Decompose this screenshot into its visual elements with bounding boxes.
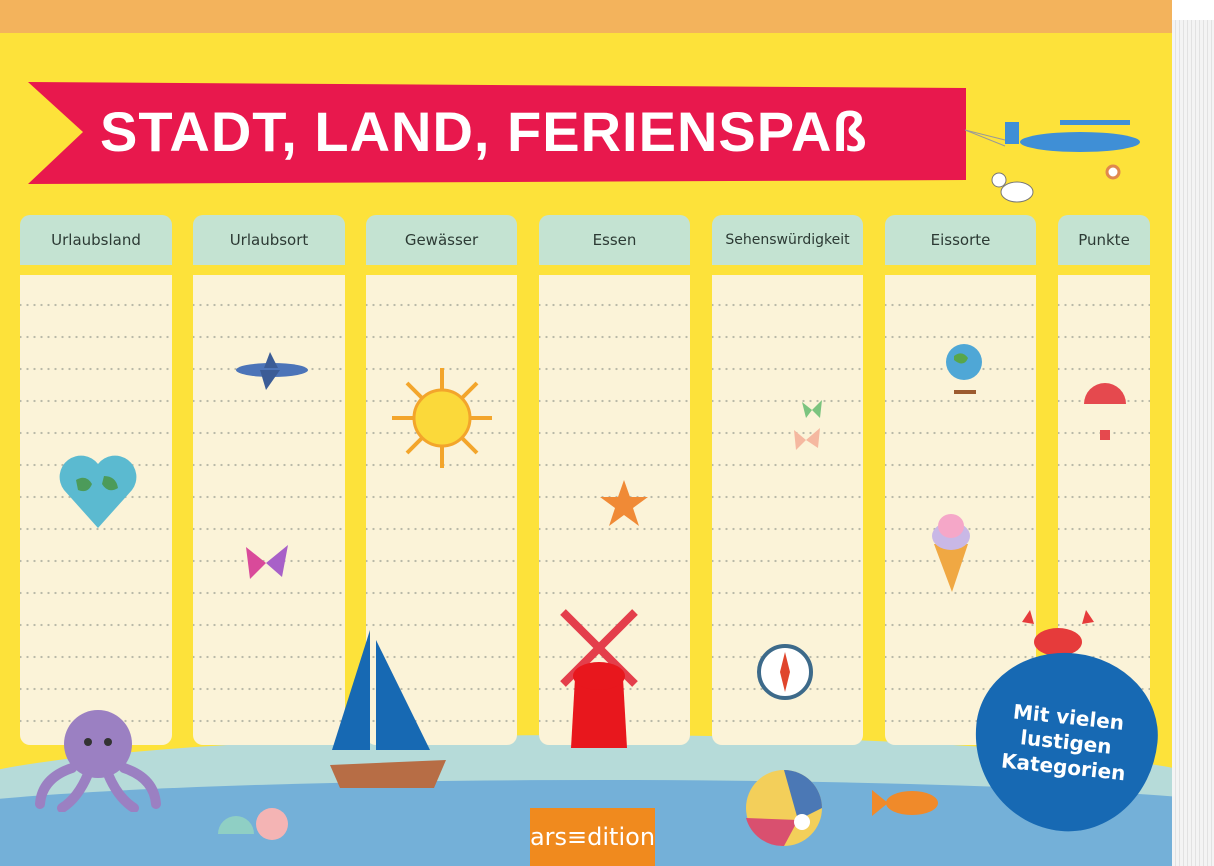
- column-gewaesser: Gewässer: [366, 215, 517, 745]
- column-eissorte: Eissorte: [885, 215, 1036, 745]
- airplane-icon: [965, 120, 1140, 203]
- title-banner: [28, 82, 966, 184]
- compass-icon: [757, 644, 813, 700]
- sun-icon: [392, 368, 492, 468]
- column-essen: Essen: [539, 215, 690, 745]
- column-urlaubsland: Urlaubsland: [20, 215, 172, 745]
- column-punkte: Punkte: [1058, 215, 1150, 745]
- crab-icon: [1022, 610, 1094, 656]
- write-area[interactable]: [366, 275, 517, 745]
- heart-globe-icon: [59, 455, 137, 528]
- octopus-icon: [35, 710, 161, 812]
- parachute-icon: [1084, 383, 1126, 440]
- column-header: Essen: [539, 215, 690, 265]
- butterflies-icon: [794, 400, 822, 450]
- column-header: Urlaubsort: [193, 215, 345, 265]
- sailboat-icon: [330, 630, 446, 788]
- globe-icon: [946, 344, 982, 394]
- plane-icon: [236, 352, 308, 390]
- write-area[interactable]: [193, 275, 345, 745]
- beach-ball-icon: [746, 770, 822, 847]
- notepad-cover: STADT, LAND, FERIENSPAß Urlaubsland Urla…: [0, 0, 1172, 866]
- column-header: Urlaubsland: [20, 215, 172, 265]
- column-header: Eissorte: [885, 215, 1036, 265]
- column-header: Sehenswürdigkeit: [712, 215, 863, 265]
- ice-cream-icon: [932, 514, 970, 592]
- butterfly-icon: [246, 545, 288, 579]
- fish-icon: [872, 790, 938, 816]
- column-header: Punkte: [1058, 215, 1150, 265]
- windmill-icon: [560, 609, 638, 748]
- top-edge: [0, 0, 1172, 33]
- publisher-logo: ars≡dition: [530, 808, 655, 866]
- starfish-icon: [600, 480, 648, 526]
- page-stack-edge: [1168, 20, 1214, 866]
- column-urlaubsort: Urlaubsort: [193, 215, 345, 745]
- shells-icon: [218, 808, 288, 840]
- column-sehenswuerdigkeit: Sehenswürdigkeit: [712, 215, 863, 745]
- page-title: STADT, LAND, FERIENSPAß: [100, 100, 868, 163]
- column-header: Gewässer: [366, 215, 517, 265]
